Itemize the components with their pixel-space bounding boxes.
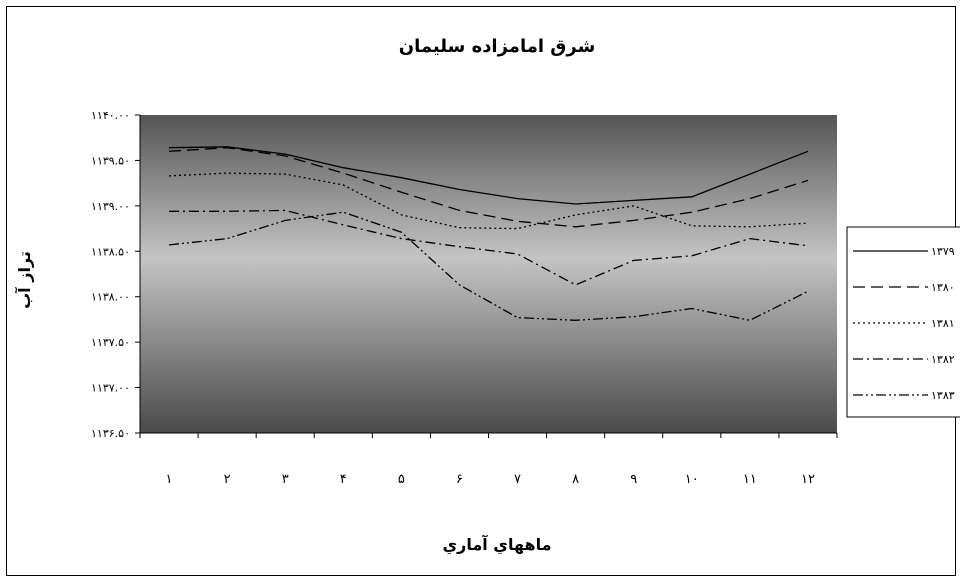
x-tick-label: ٨ <box>572 472 579 487</box>
x-tick-label: ٣ <box>282 472 289 487</box>
x-tick-label: ۴ <box>340 472 347 487</box>
x-axis-title: ماههاي آماري <box>442 534 551 555</box>
y-tick-label: ١١٣٩.۵٠ <box>91 154 130 167</box>
y-tick-label: ١١٣٨.٠٠ <box>91 291 130 304</box>
plot-area <box>140 115 837 433</box>
y-tick-label: ١١٣٨.۵٠ <box>91 245 130 258</box>
x-tick-label: ١ <box>166 472 173 487</box>
y-tick-label: ١١٣٧.۵٠ <box>91 336 130 349</box>
chart-title: شرق امامزاده سليمان <box>399 36 596 57</box>
series-line-1 <box>168 146 809 205</box>
x-tick-label: ٧ <box>514 472 521 487</box>
y-tick-label: ١١٣٧.٠٠ <box>91 382 130 395</box>
series-line-5 <box>168 211 809 321</box>
x-tick-label: ٩ <box>630 472 637 487</box>
x-tick-label: ٢ <box>224 472 231 487</box>
legend-label-4: ١٣٨٢ <box>931 353 955 366</box>
y-tick-label: ١١٣۶.۵٠ <box>91 427 130 440</box>
y-axis-title: تراز آب <box>14 251 34 309</box>
x-tick-label: ١٠ <box>685 472 699 487</box>
x-tick-label: ١٢ <box>801 472 815 487</box>
legend-label-1: ١٣٧٩ <box>931 245 955 258</box>
x-tick-label: ١١ <box>743 472 757 487</box>
legend-label-3: ١٣٨١ <box>931 317 955 330</box>
x-tick-label: ۵ <box>398 472 405 487</box>
series-line-4 <box>169 209 809 286</box>
series-line-3 <box>168 172 809 230</box>
y-tick-label: ١١٣٩.٠٠ <box>91 200 130 213</box>
x-tick-label: ۶ <box>456 472 463 487</box>
series-line-2 <box>168 147 809 228</box>
legend-label-5: ١٣٨٣ <box>931 389 955 402</box>
legend-label-2: ١٣٨٠ <box>931 281 955 294</box>
legend-box <box>846 226 960 418</box>
y-tick-label: ١١۴٠.٠٠ <box>91 109 130 122</box>
